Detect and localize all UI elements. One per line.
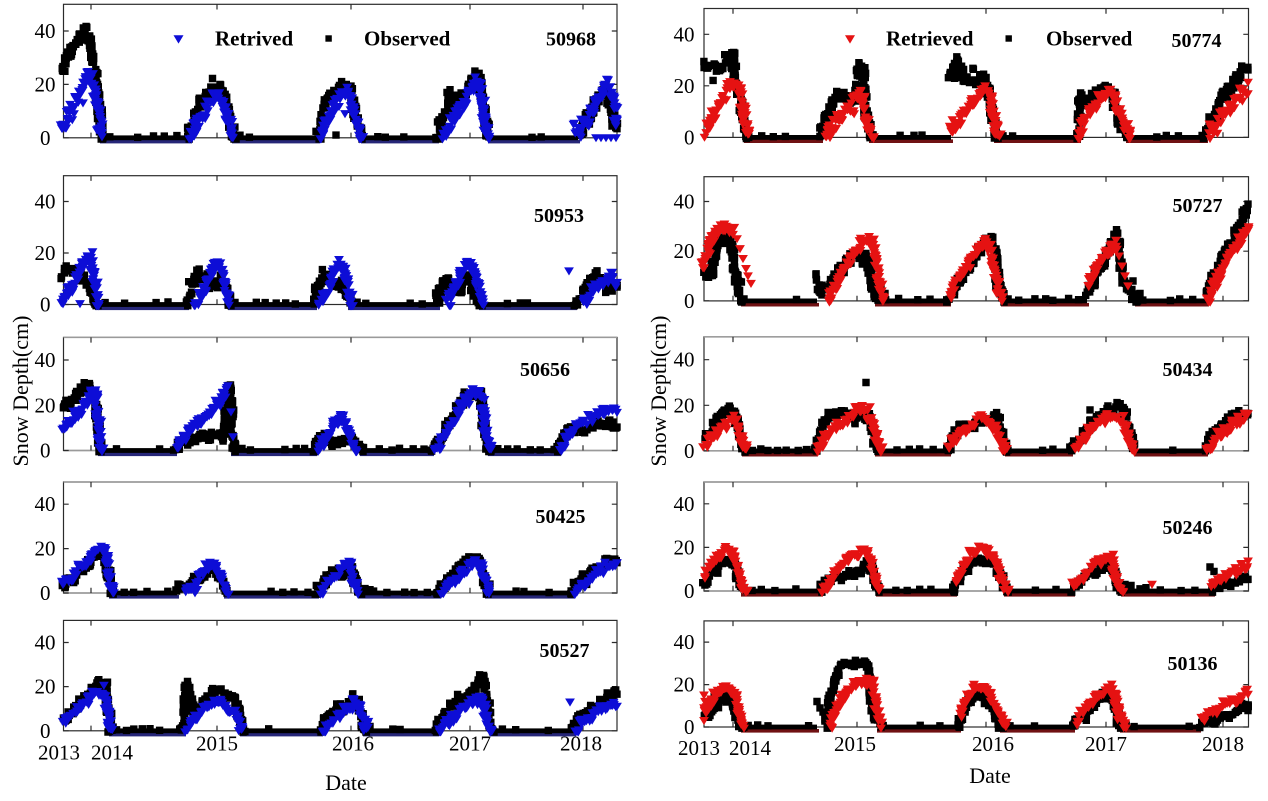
svg-text:40: 40	[674, 190, 695, 214]
svg-text:20: 20	[35, 393, 56, 417]
svg-text:2017: 2017	[449, 732, 491, 756]
svg-text:20: 20	[674, 74, 695, 98]
svg-text:Date: Date	[969, 763, 1011, 788]
svg-text:20: 20	[674, 535, 695, 559]
svg-text:20: 20	[35, 537, 56, 561]
svg-text:0: 0	[40, 293, 51, 317]
svg-text:Date: Date	[325, 770, 367, 795]
svg-text:50656: 50656	[520, 359, 570, 381]
svg-text:0: 0	[684, 715, 695, 739]
svg-text:50136: 50136	[1168, 653, 1218, 675]
svg-text:20: 20	[35, 675, 56, 699]
svg-text:2018: 2018	[1202, 732, 1244, 756]
svg-text:2015: 2015	[834, 732, 876, 756]
svg-text:2016: 2016	[332, 732, 374, 756]
svg-text:0: 0	[40, 126, 51, 150]
svg-text:40: 40	[674, 630, 695, 654]
svg-text:Snow Depth(cm): Snow Depth(cm)	[646, 316, 671, 467]
svg-text:50968: 50968	[546, 29, 596, 51]
svg-text:40: 40	[674, 492, 695, 516]
svg-text:20: 20	[674, 673, 695, 697]
svg-text:50774: 50774	[1172, 30, 1222, 52]
svg-text:Observed: Observed	[1046, 27, 1133, 51]
svg-text:0: 0	[684, 439, 695, 463]
svg-text:40: 40	[674, 22, 695, 46]
svg-text:40: 40	[35, 348, 56, 372]
svg-text:50527: 50527	[540, 640, 590, 662]
svg-text:50434: 50434	[1163, 359, 1213, 381]
svg-text:0: 0	[40, 439, 51, 463]
svg-text:2013: 2013	[38, 741, 80, 765]
svg-text:2013: 2013	[678, 736, 720, 760]
svg-text:20: 20	[35, 241, 56, 265]
svg-text:2014: 2014	[91, 741, 134, 765]
svg-text:0: 0	[684, 125, 695, 149]
svg-text:40: 40	[35, 190, 56, 214]
svg-text:40: 40	[35, 492, 56, 516]
svg-text:20: 20	[35, 72, 56, 96]
svg-text:40: 40	[35, 631, 56, 655]
svg-text:2016: 2016	[972, 732, 1014, 756]
svg-text:Retrived: Retrived	[215, 27, 293, 51]
svg-text:Snow Depth(cm): Snow Depth(cm)	[8, 316, 33, 467]
svg-text:2018: 2018	[560, 732, 602, 756]
svg-text:Observed: Observed	[364, 27, 451, 51]
svg-text:0: 0	[684, 579, 695, 603]
svg-text:2015: 2015	[196, 732, 238, 756]
svg-text:50246: 50246	[1163, 517, 1213, 539]
svg-text:50425: 50425	[536, 506, 586, 528]
svg-text:20: 20	[674, 239, 695, 263]
svg-text:40: 40	[35, 19, 56, 43]
svg-text:50727: 50727	[1173, 195, 1223, 217]
svg-text:0: 0	[40, 719, 51, 743]
svg-text:50953: 50953	[534, 205, 584, 227]
svg-text:40: 40	[674, 348, 695, 372]
svg-text:0: 0	[40, 581, 51, 605]
svg-text:2014: 2014	[729, 736, 772, 760]
svg-text:20: 20	[674, 393, 695, 417]
svg-text:2017: 2017	[1085, 732, 1127, 756]
svg-text:0: 0	[684, 289, 695, 313]
svg-text:Retrieved: Retrieved	[886, 27, 974, 51]
